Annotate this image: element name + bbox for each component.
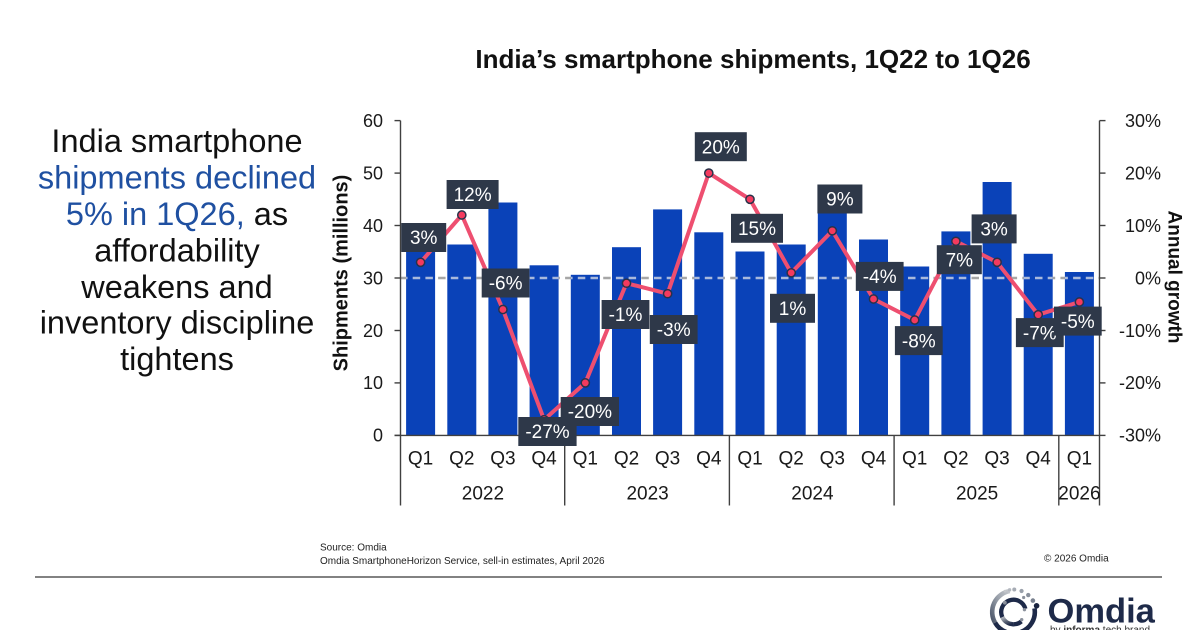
svg-text:Omdia: Omdia bbox=[1048, 593, 1156, 630]
svg-text:Q2: Q2 bbox=[779, 449, 804, 470]
svg-text:Q3: Q3 bbox=[984, 449, 1009, 470]
svg-text:-5%: -5% bbox=[1061, 312, 1095, 333]
svg-text:60: 60 bbox=[363, 111, 383, 131]
svg-text:-6%: -6% bbox=[489, 274, 523, 295]
svg-text:3%: 3% bbox=[410, 228, 438, 249]
svg-text:1%: 1% bbox=[779, 299, 807, 320]
svg-text:9%: 9% bbox=[826, 190, 854, 211]
svg-text:Shipments (millions): Shipments (millions) bbox=[331, 175, 353, 372]
svg-text:India smartphone: India smartphone bbox=[51, 123, 302, 159]
svg-text:Q1: Q1 bbox=[408, 449, 433, 470]
svg-text:Q2: Q2 bbox=[449, 449, 474, 470]
svg-text:Q4: Q4 bbox=[861, 449, 887, 470]
svg-text:2024: 2024 bbox=[791, 484, 834, 505]
svg-text:50: 50 bbox=[363, 163, 383, 183]
svg-text:by informa tech brand: by informa tech brand bbox=[1050, 625, 1150, 630]
svg-text:-3%: -3% bbox=[657, 320, 691, 341]
svg-text:shipments declined: shipments declined bbox=[38, 160, 316, 196]
svg-text:10%: 10% bbox=[1125, 216, 1161, 236]
svg-text:0: 0 bbox=[373, 426, 383, 446]
svg-text:inventory discipline: inventory discipline bbox=[40, 304, 315, 340]
svg-text:-10%: -10% bbox=[1119, 321, 1161, 341]
svg-text:Q1: Q1 bbox=[573, 449, 598, 470]
svg-text:Omdia SmartphoneHorizon Servic: Omdia SmartphoneHorizon Service, sell-in… bbox=[320, 556, 605, 567]
svg-text:Q1: Q1 bbox=[1067, 449, 1092, 470]
svg-text:40: 40 bbox=[363, 216, 383, 236]
svg-text:0%: 0% bbox=[1135, 268, 1161, 288]
svg-text:affordability: affordability bbox=[94, 232, 260, 268]
svg-text:30: 30 bbox=[363, 268, 383, 288]
svg-text:2023: 2023 bbox=[626, 484, 668, 505]
svg-text:weakens and: weakens and bbox=[80, 269, 273, 305]
svg-text:20: 20 bbox=[363, 321, 383, 341]
svg-text:-30%: -30% bbox=[1119, 426, 1161, 446]
svg-text:Source: Omdia: Source: Omdia bbox=[320, 543, 387, 554]
svg-text:12%: 12% bbox=[454, 185, 492, 206]
svg-text:-1%: -1% bbox=[609, 305, 643, 326]
svg-text:-20%: -20% bbox=[1119, 373, 1161, 393]
svg-text:Q2: Q2 bbox=[943, 449, 968, 470]
svg-text:2026: 2026 bbox=[1058, 484, 1100, 505]
svg-text:15%: 15% bbox=[738, 219, 776, 240]
svg-text:7%: 7% bbox=[946, 250, 974, 271]
svg-text:-4%: -4% bbox=[863, 267, 897, 288]
svg-text:5% in 1Q26, as: 5% in 1Q26, as bbox=[66, 196, 288, 232]
svg-text:Q2: Q2 bbox=[614, 449, 639, 470]
svg-text:2022: 2022 bbox=[462, 484, 504, 505]
svg-text:Q1: Q1 bbox=[737, 449, 762, 470]
svg-text:30%: 30% bbox=[1125, 111, 1161, 131]
svg-text:Q3: Q3 bbox=[655, 449, 680, 470]
svg-text:Q4: Q4 bbox=[531, 449, 557, 470]
svg-text:2025: 2025 bbox=[956, 484, 998, 505]
svg-text:20%: 20% bbox=[1125, 163, 1161, 183]
svg-text:-20%: -20% bbox=[568, 402, 612, 423]
svg-text:-8%: -8% bbox=[902, 331, 936, 352]
svg-text:-27%: -27% bbox=[525, 422, 569, 443]
svg-text:10: 10 bbox=[363, 373, 383, 393]
svg-text:-7%: -7% bbox=[1023, 323, 1057, 344]
svg-text:Q1: Q1 bbox=[902, 449, 927, 470]
svg-text:Q3: Q3 bbox=[820, 449, 845, 470]
svg-text:20%: 20% bbox=[702, 137, 740, 158]
svg-text:tightens: tightens bbox=[120, 341, 234, 377]
svg-text:© 2026 Omdia: © 2026 Omdia bbox=[1044, 554, 1109, 565]
svg-text:Q3: Q3 bbox=[490, 449, 515, 470]
svg-text:Q4: Q4 bbox=[1026, 449, 1052, 470]
svg-text:3%: 3% bbox=[980, 220, 1008, 241]
svg-text:India’s smartphone shipments,: India’s smartphone shipments, 1Q22 to 1Q… bbox=[475, 44, 1030, 74]
svg-text:Q4: Q4 bbox=[696, 449, 722, 470]
svg-text:Annual growth: Annual growth bbox=[1163, 211, 1184, 344]
